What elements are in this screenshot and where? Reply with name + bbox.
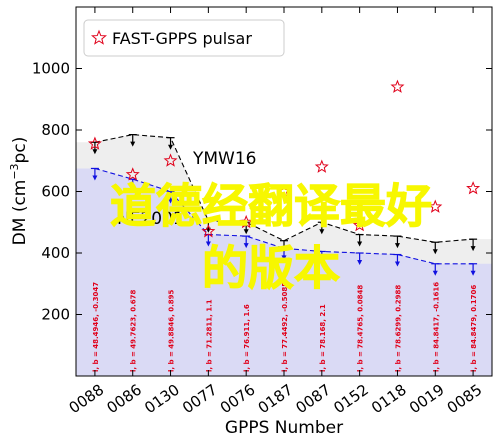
pulsar-star	[239, 214, 254, 229]
blue-limit-arrow-head	[92, 175, 98, 181]
x-axis-label: GPPS Number	[225, 418, 343, 438]
black-limit-arrow-head	[130, 141, 136, 147]
lb-labels-group: l, b = 48.4946, -0.3047 l, b = 49.7623, 0…	[92, 282, 478, 372]
x-tick-label: 0152	[330, 381, 372, 418]
x-tick-label: 0118	[368, 381, 410, 418]
legend-box	[83, 19, 285, 57]
lb-label: l, b = 49.7623, 0.678	[130, 290, 138, 372]
lb-label: l, b = 78.168, 2.1	[319, 304, 327, 372]
black-limit-arrow-head	[168, 144, 174, 150]
x-tick-label: 0086	[103, 381, 145, 418]
y-tick-label: 1000	[32, 60, 70, 78]
black-limit-arrow-head	[357, 241, 363, 247]
lb-label: l, b = 78.4765, 0.0848	[357, 285, 365, 372]
lb-label: l, b = 76.911, 1.6	[243, 304, 251, 372]
lb-label: l, b = 49.8846, 0.895	[168, 290, 176, 372]
y-tick-label: 800	[41, 121, 70, 139]
black-limit-arrow-head	[243, 229, 249, 235]
blue-limit-arrow-head	[130, 186, 136, 192]
ne2001-label: NE2001	[117, 209, 184, 229]
pulsar-markers	[87, 79, 481, 238]
pulsar-star	[428, 199, 443, 213]
legend-label: FAST-GPPS pulsar	[112, 29, 252, 48]
black-limit-arrow-head	[432, 249, 438, 255]
pulsar-star	[276, 184, 292, 198]
blue-limit-arrow-head	[470, 270, 476, 276]
black-limit-line	[94, 134, 474, 243]
pulsar-star	[201, 224, 216, 238]
black-limit-arrow-head	[319, 229, 325, 235]
blue-limit-arrow-head	[243, 243, 249, 249]
blue-limit-arrow-head	[281, 255, 287, 261]
lb-label: l, b = 71.2811, 1.1	[205, 299, 213, 372]
overlay-banner: 道德经翻译最好 的版本	[110, 179, 433, 296]
pulsar-star	[352, 217, 367, 232]
blue-limit-arrow-head	[168, 198, 174, 204]
pulsar-star	[163, 153, 178, 167]
pulsar-star	[125, 167, 140, 181]
blue-limit-arrow-head	[357, 260, 363, 265]
blue-limit-arrow-head	[432, 270, 438, 276]
lb-label: l, b = 48.4946, -0.3047	[92, 282, 100, 372]
y-tick-label: 200	[41, 306, 70, 324]
legend-star-icon	[91, 29, 107, 45]
x-tick-label: 0085	[444, 381, 486, 418]
blue-limit-arrow-head	[205, 241, 211, 247]
black-limit-arrow-head	[470, 246, 476, 252]
lb-label: l, b = 84.8417, -0.1616	[432, 282, 440, 372]
x-tick-label: 0088	[66, 381, 108, 418]
pulsar-star	[87, 136, 102, 150]
x-tick-label: 0077	[179, 381, 221, 418]
y-axis-ticks: 200 400 600 800 1000	[32, 60, 492, 324]
blue-limit-arrow-head	[394, 261, 400, 267]
x-tick-label: 0076	[217, 381, 259, 418]
blue-limit-fill	[76, 168, 492, 376]
upper-limit-lines	[90, 134, 478, 276]
black-limit-arrow-head	[92, 149, 98, 155]
pulsar-star	[390, 79, 405, 93]
overlay-line-2: 的版本	[202, 241, 340, 295]
legend: FAST-GPPS pulsar	[83, 19, 285, 57]
pulsar-star	[466, 181, 481, 195]
black-limit-arrow-head	[394, 243, 400, 249]
y-tick-label: 600	[41, 183, 70, 201]
ymw16-label: YMW16	[192, 149, 257, 169]
x-tick-label: 0130	[141, 381, 183, 418]
y-axis-label: DM (cm−3pc)	[8, 137, 30, 246]
overlay-line-1: 道德经翻译最好	[110, 179, 432, 233]
lb-label: l, b = 77.4492, -0.5085	[281, 282, 289, 372]
x-tick-label: 0087	[293, 381, 335, 418]
y-tick-label: 400	[41, 244, 70, 262]
lb-label: l, b = 84.8479, 0.1706	[470, 285, 478, 372]
x-tick-label: 0187	[255, 381, 297, 418]
blue-limit-arrow-head	[319, 258, 325, 264]
x-tick-label: 0019	[406, 381, 448, 418]
lb-label: l, b = 78.6299, 0.2988	[394, 285, 402, 372]
pulsar-star	[314, 159, 329, 173]
blue-limit-line	[94, 167, 474, 265]
